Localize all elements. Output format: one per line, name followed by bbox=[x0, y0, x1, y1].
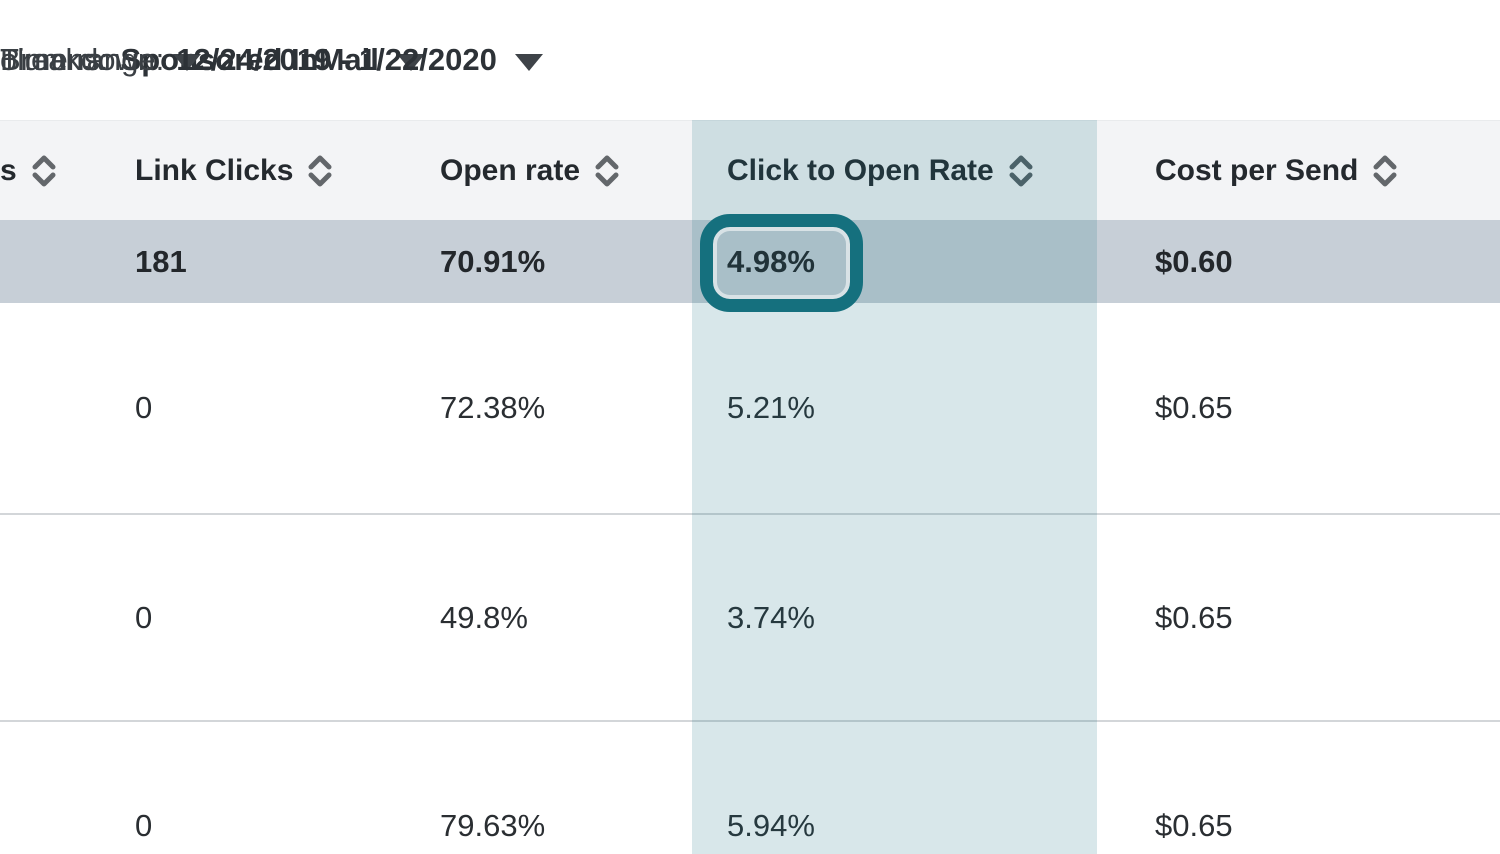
time-range-selector[interactable]: Time range: 12/24/2019 - 1/22/2020 bbox=[0, 0, 543, 120]
chevron-down-icon bbox=[396, 53, 425, 71]
sort-icon[interactable] bbox=[307, 154, 333, 188]
cell-click-to-open-rate: 4.98% bbox=[727, 243, 815, 279]
cell-link-clicks: 0 bbox=[135, 599, 153, 635]
cell-cost-per-send: $0.65 bbox=[1155, 807, 1233, 843]
cell-open-rate: 79.63% bbox=[440, 807, 546, 843]
cell-cost-per-send: $0.65 bbox=[1155, 599, 1233, 635]
table-row: 0 79.63% 5.94% $0.65 bbox=[0, 722, 1500, 854]
breakdown-selector[interactable]: Breakdown bbox=[0, 0, 202, 120]
sort-icon[interactable] bbox=[31, 154, 57, 188]
breakdown-label: Breakdown bbox=[0, 42, 156, 77]
column-header-link-clicks[interactable]: Link Clicks bbox=[135, 121, 333, 221]
columns-selector[interactable]: olumns: Sponsored InMail bbox=[0, 0, 425, 120]
sort-icon[interactable] bbox=[1372, 154, 1398, 188]
cell-open-rate: 72.38% bbox=[440, 390, 546, 425]
table-row: 0 72.38% 5.21% $0.65 bbox=[0, 303, 1500, 515]
table-row-total: 181 70.91% 4.98% $0.60 bbox=[0, 220, 1500, 303]
table-row: 0 49.8% 3.74% $0.65 bbox=[0, 515, 1500, 722]
column-header-cost-per-send[interactable]: Cost per Send bbox=[1155, 121, 1398, 221]
column-header-open-rate-label: Open rate bbox=[440, 154, 581, 187]
column-header-partial[interactable]: s bbox=[0, 121, 57, 221]
cell-click-to-open-rate: 5.21% bbox=[727, 390, 815, 425]
column-header-click-to-open-rate-label: Click to Open Rate bbox=[727, 154, 994, 187]
cell-link-clicks: 0 bbox=[135, 807, 153, 843]
column-header-open-rate[interactable]: Open rate bbox=[440, 121, 620, 221]
columns-label: olumns: bbox=[0, 42, 109, 77]
toolbar: olumns: Sponsored InMail Breakdown Time … bbox=[0, 0, 1500, 120]
cell-open-rate: 70.91% bbox=[440, 243, 546, 279]
chevron-down-icon bbox=[514, 53, 543, 71]
table-header: s Link Clicks Open rate Click to Open Ra… bbox=[0, 120, 1500, 220]
time-range-label: Time range: bbox=[0, 42, 165, 77]
cell-link-clicks: 0 bbox=[135, 390, 153, 425]
sort-icon[interactable] bbox=[1008, 154, 1034, 188]
cell-cost-per-send: $0.60 bbox=[1155, 243, 1233, 279]
column-header-link-clicks-label: Link Clicks bbox=[135, 154, 294, 187]
column-header-cost-per-send-label: Cost per Send bbox=[1155, 154, 1359, 187]
sort-icon[interactable] bbox=[594, 154, 620, 188]
cell-open-rate: 49.8% bbox=[440, 599, 528, 635]
cell-click-to-open-rate: 5.94% bbox=[727, 807, 815, 843]
time-range-value: 12/24/2019 - 1/22/2020 bbox=[176, 42, 497, 77]
cell-cost-per-send: $0.65 bbox=[1155, 390, 1233, 425]
column-header-partial-label: s bbox=[0, 154, 17, 187]
cell-link-clicks: 181 bbox=[135, 243, 187, 279]
chevron-down-icon bbox=[173, 53, 202, 71]
column-header-click-to-open-rate[interactable]: Click to Open Rate bbox=[727, 121, 1034, 221]
columns-selected-value: Sponsored InMail bbox=[120, 42, 379, 77]
cell-click-to-open-rate: 3.74% bbox=[727, 599, 815, 635]
